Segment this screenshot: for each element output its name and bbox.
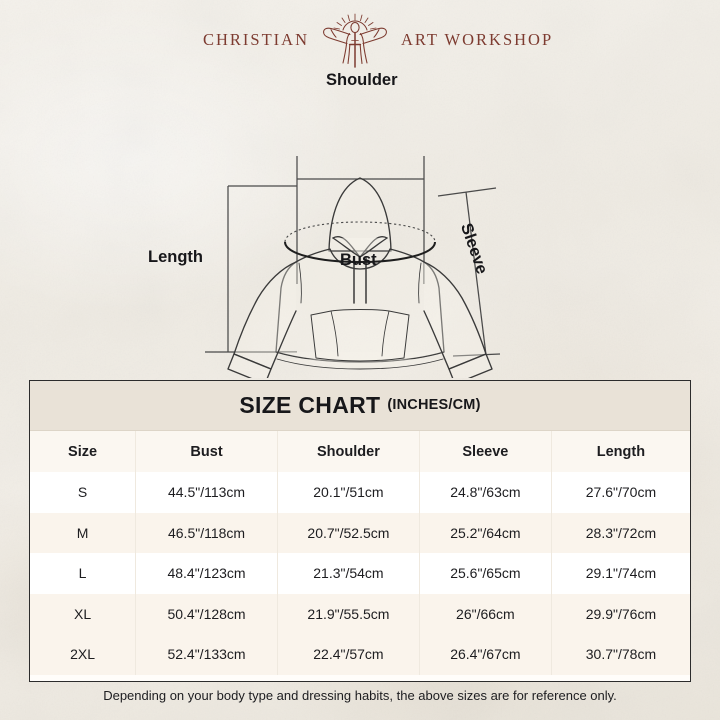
column-header-sleeve: Sleeve [419,431,552,472]
cell-shoulder: 21.3"/54cm [277,553,420,594]
cell-size: M [30,512,137,553]
risen-christ-cross-icon [323,13,387,68]
cell-sleeve: 26"/66cm [419,593,552,634]
cell-bust: 52.4"/133cm [135,634,278,675]
label-shoulder: Shoulder [326,71,398,89]
cell-shoulder: 20.1"/51cm [277,472,420,513]
cell-shoulder: 20.7"/52.5cm [277,512,420,553]
table-row: 2XL 52.4"/133cm 22.4"/57cm 26.4"/67cm 30… [30,634,690,675]
sleeve-measurement-guide [437,187,501,357]
page-title: SIZE CHART [239,392,381,418]
table-row: XL 50.4"/128cm 21.9"/55.5cm 26"/66cm 29.… [30,593,690,634]
disclaimer-note: Depending on your body type and dressing… [103,688,617,703]
cell-bust: 50.4"/128cm [135,593,278,634]
label-length: Length [148,248,203,266]
label-bust: Bust [340,251,377,269]
cell-bust: 46.5"/118cm [135,512,278,553]
cell-size: XL [30,593,137,634]
size-chart-title-band: SIZE CHART (INCHES/CM) [30,381,690,431]
brand-text-left: CHRISTIAN [202,30,309,49]
cell-sleeve: 25.6"/65cm [419,553,552,594]
cell-sleeve: 26.4"/67cm [419,634,552,675]
column-header-size: Size [30,431,137,472]
cell-bust: 44.5"/113cm [135,472,278,513]
units-subtitle: (INCHES/CM) [387,397,481,413]
cell-sleeve: 25.2"/64cm [419,512,552,553]
table-row: S 44.5"/113cm 20.1"/51cm 24.8"/63cm 27.6… [30,472,690,513]
size-chart-card: SIZE CHART (INCHES/CM) Size Bust Shoulde… [29,380,691,682]
cell-size: L [30,553,137,594]
hoodie-measurement-diagram: Shoulder Bust Length Sleeve [0,66,720,378]
column-header-shoulder: Shoulder [277,431,420,472]
brand-text-right: ART WORKSHOP [401,30,554,49]
cell-sleeve: 24.8"/63cm [419,472,552,513]
column-header-bust: Bust [135,431,278,472]
brand-header: CHRISTIAN [0,10,720,72]
cell-size: 2XL [30,634,137,675]
cell-length: 29.9"/76cm [551,593,690,634]
table-header-row: Size Bust Shoulder Sleeve Length [30,431,690,472]
cell-length: 30.7"/78cm [551,634,690,675]
cell-bust: 48.4"/123cm [135,553,278,594]
hoodie-outline [227,177,493,378]
table-row: M 46.5"/118cm 20.7"/52.5cm 25.2"/64cm 28… [30,512,690,553]
cell-length: 27.6"/70cm [551,472,690,513]
size-chart-table: Size Bust Shoulder Sleeve Length S 44.5"… [30,431,690,675]
cell-shoulder: 22.4"/57cm [277,634,420,675]
cell-shoulder: 21.9"/55.5cm [277,593,420,634]
column-header-length: Length [551,431,690,472]
cell-size: S [30,472,137,513]
cell-length: 28.3"/72cm [551,512,690,553]
cell-length: 29.1"/74cm [551,553,690,594]
bust-measurement-ellipse [284,221,436,264]
table-row: L 48.4"/123cm 21.3"/54cm 25.6"/65cm 29.1… [30,553,690,594]
